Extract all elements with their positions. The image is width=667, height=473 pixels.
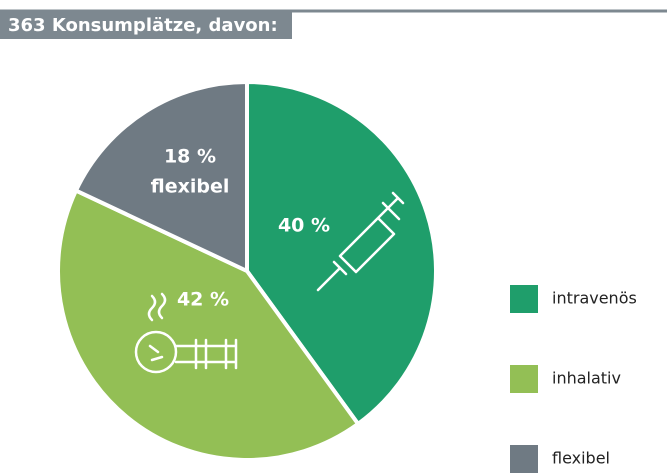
syringe-icon — [316, 191, 405, 292]
legend-swatch — [510, 285, 538, 313]
data-label: 40 % — [278, 215, 330, 237]
pipe-icon — [134, 292, 238, 374]
pie-slice — [73, 80, 249, 273]
legend-label: inhalativ — [552, 369, 621, 388]
data-label: 18 % — [164, 146, 216, 168]
legend-label: flexibel — [552, 449, 610, 468]
data-label: 42 % — [177, 289, 229, 311]
legend: intravenös inhalativ flexibel — [510, 285, 637, 473]
title-box — [0, 11, 292, 39]
pie — [56, 80, 438, 462]
legend-swatch — [510, 445, 538, 473]
pie-slice — [56, 188, 361, 462]
slice-name: flexibel — [151, 176, 230, 198]
legend-label: intravenös — [552, 289, 637, 308]
chart-title: 363 Konsumplätze, davon: — [8, 15, 278, 36]
slice-labels: 40 % 42 % 18 % flexibel — [151, 146, 330, 311]
legend-swatch — [510, 365, 538, 393]
